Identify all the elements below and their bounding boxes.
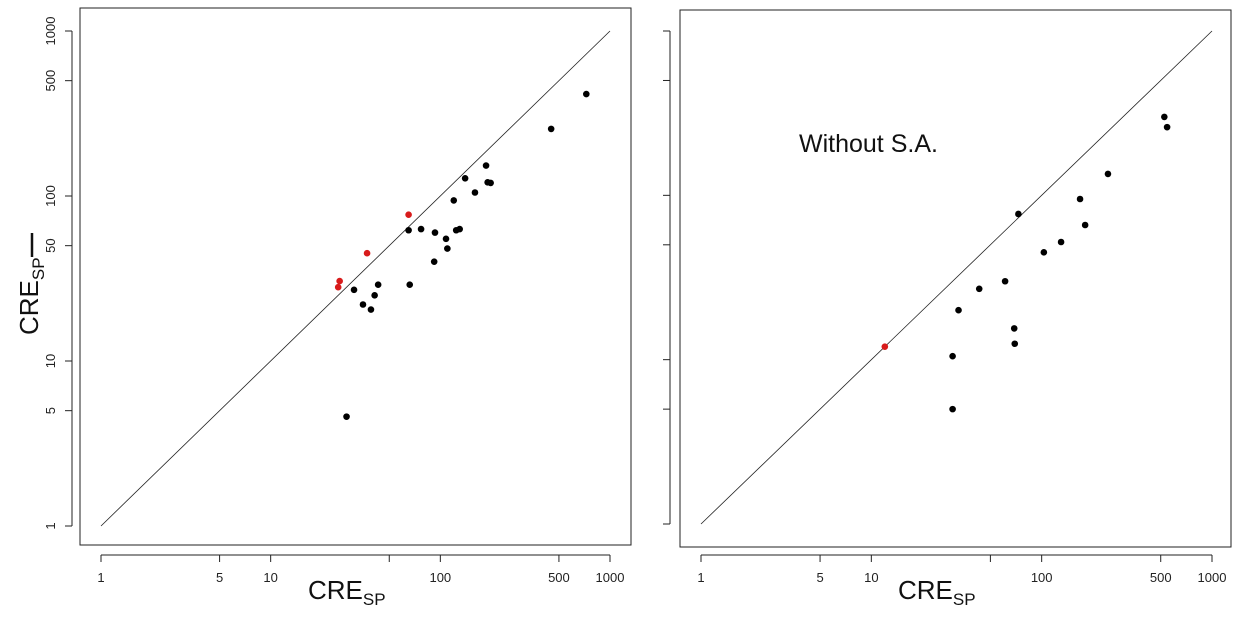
x-tick-label: 10 xyxy=(263,570,277,585)
data-point xyxy=(975,285,983,293)
left-identity-line xyxy=(100,30,611,527)
data-point xyxy=(471,189,479,196)
data-point xyxy=(371,292,378,299)
left-plot-frame xyxy=(79,7,632,546)
left-y-axis-title: CRESP xyxy=(14,257,48,335)
data-point xyxy=(1011,340,1019,348)
data-point xyxy=(1015,210,1022,218)
y-tick-label: 100 xyxy=(43,185,58,207)
data-point xyxy=(482,162,490,169)
right-data-points xyxy=(881,113,1171,413)
x-tick-label: 5 xyxy=(216,570,223,585)
data-point xyxy=(350,286,358,294)
data-point xyxy=(1161,113,1168,121)
y-tick-label: 500 xyxy=(43,70,58,92)
data-point xyxy=(955,306,962,314)
data-point xyxy=(374,281,382,289)
left-chart: 1 5 10 100 500 1000 1 5 10 50 100 500 1000 CRESP CR… xyxy=(14,7,632,609)
x-tick-label: 10 xyxy=(864,570,878,585)
x-tick-label: 100 xyxy=(429,570,451,585)
right-chart: 1 5 10 100 500 1000 CRESP Without S.A. xyxy=(663,9,1232,609)
right-y-axis xyxy=(663,30,671,525)
x-tick-label: 1000 xyxy=(1198,570,1227,585)
data-point xyxy=(359,301,367,308)
right-x-axis: 1 5 10 100 500 1000 xyxy=(697,554,1227,585)
data-point xyxy=(1001,277,1009,285)
x-tick-label: 1000 xyxy=(596,570,625,585)
left-x-axis-title: CRESP xyxy=(308,575,386,609)
y-tick-label: 50 xyxy=(43,238,58,252)
right-identity-line xyxy=(700,30,1213,525)
x-tick-label: 5 xyxy=(816,570,823,585)
data-point xyxy=(405,226,412,234)
data-point xyxy=(431,229,439,236)
highlighted-data-point xyxy=(363,249,371,257)
data-point xyxy=(547,125,555,133)
data-point xyxy=(949,352,956,360)
highlighted-data-point xyxy=(336,277,343,285)
data-point xyxy=(417,225,425,233)
left-x-axis: 1 5 10 100 500 1000 xyxy=(97,554,625,585)
highlighted-data-point xyxy=(881,343,889,350)
highlighted-data-point xyxy=(334,283,342,291)
left-y-axis-title-group: CRESP xyxy=(14,233,48,335)
data-point xyxy=(442,235,450,243)
data-point xyxy=(949,405,956,413)
data-point xyxy=(461,175,469,182)
right-plot-frame xyxy=(679,9,1232,548)
x-tick-label: 1 xyxy=(97,570,104,585)
data-point xyxy=(583,90,590,98)
right-x-axis-title: CRESP xyxy=(898,575,976,609)
data-point xyxy=(1057,238,1065,246)
x-tick-label: 100 xyxy=(1031,570,1053,585)
data-point xyxy=(450,197,458,204)
x-tick-label: 500 xyxy=(1150,570,1172,585)
data-point xyxy=(367,306,375,313)
data-point xyxy=(1104,170,1112,178)
y-tick-label: 1 xyxy=(43,522,58,529)
highlighted-data-point xyxy=(405,211,412,219)
data-point xyxy=(1076,195,1084,203)
data-point xyxy=(1040,249,1048,256)
data-point xyxy=(1010,325,1018,332)
left-data-points xyxy=(334,90,590,420)
data-point xyxy=(1163,123,1171,131)
data-point xyxy=(430,258,438,265)
y-tick-label: 1000 xyxy=(43,17,58,46)
left-y-axis: 1 5 10 50 100 500 1000 xyxy=(43,17,73,530)
data-point xyxy=(1081,221,1089,229)
right-chart-annotation: Without S.A. xyxy=(799,130,938,158)
y-tick-label: 10 xyxy=(43,354,58,368)
data-point xyxy=(343,413,350,420)
data-point xyxy=(456,225,463,233)
x-tick-label: 500 xyxy=(548,570,570,585)
data-point xyxy=(487,179,494,187)
data-point xyxy=(444,245,451,252)
x-tick-label: 1 xyxy=(697,570,704,585)
y-tick-label: 5 xyxy=(43,407,58,414)
data-point xyxy=(406,281,414,289)
